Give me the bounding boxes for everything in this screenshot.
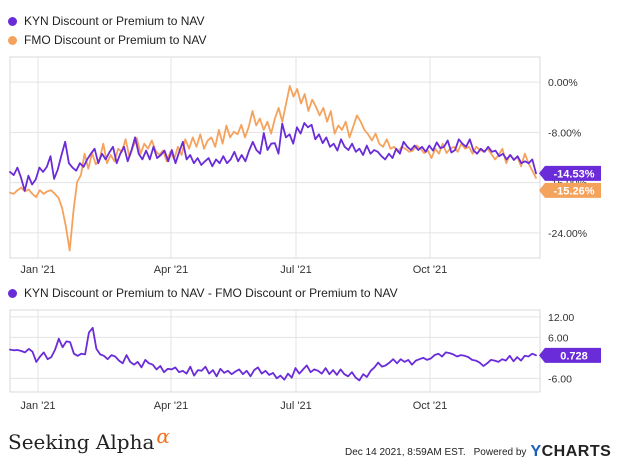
x-tick-label: Jul '21 bbox=[280, 264, 311, 276]
end-value-label: -15.26% bbox=[554, 185, 595, 197]
x-tick-label: Oct '21 bbox=[413, 400, 448, 412]
legend-kyn-label: KYN Discount or Premium to NAV bbox=[24, 14, 205, 28]
x-tick-label: Apr '21 bbox=[154, 400, 189, 412]
end-value-label: -14.53% bbox=[554, 168, 595, 180]
seeking-alpha-wordmark: Seeking Alpha bbox=[8, 430, 155, 454]
legend-diff-label: KYN Discount or Premium to NAV - FMO Dis… bbox=[24, 286, 398, 300]
x-tick-label: Jan '21 bbox=[20, 264, 55, 276]
x-tick-label: Apr '21 bbox=[154, 264, 189, 276]
y-tick-label: 6.00 bbox=[548, 332, 569, 344]
y-tick-label: 12.00 bbox=[548, 312, 574, 324]
legend-kyn[interactable]: KYN Discount or Premium to NAV bbox=[8, 14, 205, 28]
end-value-tag-bg bbox=[539, 347, 601, 363]
x-tick-label: Oct '21 bbox=[413, 264, 448, 276]
fmo-series-line bbox=[9, 85, 537, 252]
ycharts-logo[interactable]: YCHARTS bbox=[530, 443, 612, 460]
seeking-alpha-logo[interactable]: Seeking Alpha α bbox=[8, 424, 170, 454]
legend-diff[interactable]: KYN Discount or Premium to NAV - FMO Dis… bbox=[8, 286, 398, 300]
end-value-tag: -15.26% bbox=[539, 182, 601, 198]
plot-frame bbox=[9, 56, 541, 259]
y-tick-label: -6.00 bbox=[548, 373, 572, 385]
end-value-tag: -14.53% bbox=[539, 165, 601, 181]
powered-by-label: Powered by bbox=[473, 446, 527, 458]
kyn-series-line bbox=[9, 122, 537, 192]
y-tick-label: -24.00% bbox=[548, 228, 587, 240]
end-value-tag-bg bbox=[539, 182, 601, 198]
end-value-tag: 0.728 bbox=[539, 347, 601, 363]
legend-fmo[interactable]: FMO Discount or Premium to NAV bbox=[8, 33, 206, 47]
diff-series-line bbox=[9, 326, 537, 382]
x-tick-label: Jul '21 bbox=[280, 400, 311, 412]
plot-frame bbox=[9, 309, 541, 393]
legend-kyn-swatch bbox=[8, 16, 17, 26]
legend-diff-swatch bbox=[8, 288, 17, 298]
end-value-tag-bg bbox=[539, 165, 601, 181]
y-tick-label: 0.00% bbox=[548, 77, 578, 89]
y-tick-label: -8.00% bbox=[548, 127, 581, 139]
alpha-icon: α bbox=[156, 424, 170, 448]
x-tick-label: Jan '21 bbox=[20, 400, 55, 412]
end-value-label: 0.728 bbox=[560, 350, 588, 362]
legend-fmo-swatch bbox=[8, 35, 17, 45]
legend-fmo-label: FMO Discount or Premium to NAV bbox=[24, 33, 207, 47]
timestamp: Dec 14 2021, 8:59AM EST. bbox=[345, 446, 466, 458]
chart-footer: Dec 14 2021, 8:59AM EST. Powered by YCHA… bbox=[345, 443, 611, 461]
